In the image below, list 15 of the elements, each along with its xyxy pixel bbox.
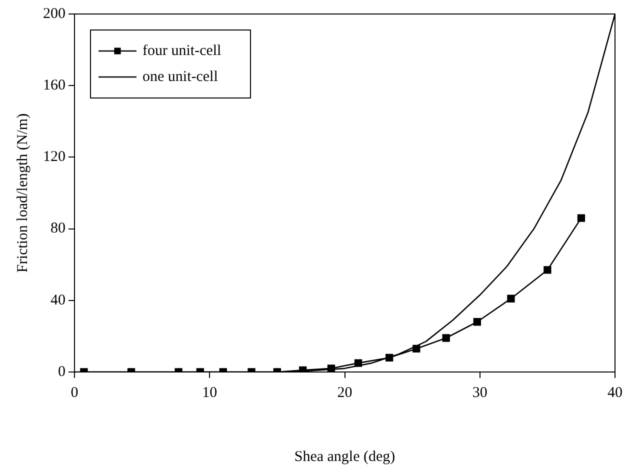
x-tick-label: 0 bbox=[70, 384, 78, 401]
y-axis-title: Friction load/length (N/m) bbox=[14, 113, 31, 273]
y-tick-label: 160 bbox=[43, 78, 66, 94]
legend-label: one unit-cell bbox=[142, 68, 218, 85]
y-tick-label: 80 bbox=[50, 220, 66, 237]
x-axis-title: Shea angle (deg) bbox=[294, 448, 396, 465]
x-tick-label: 30 bbox=[472, 384, 488, 401]
y-tick-label: 40 bbox=[50, 292, 66, 308]
x-tick-label: 40 bbox=[608, 384, 622, 401]
x-tick-label: 10 bbox=[202, 384, 218, 401]
x-tick-label: 20 bbox=[337, 384, 352, 401]
y-tick-label: 200 bbox=[43, 6, 66, 22]
y-tick-label: 120 bbox=[43, 149, 66, 166]
y-tick-label: 0 bbox=[58, 364, 66, 380]
legend-label: four unit-cell bbox=[142, 42, 222, 59]
